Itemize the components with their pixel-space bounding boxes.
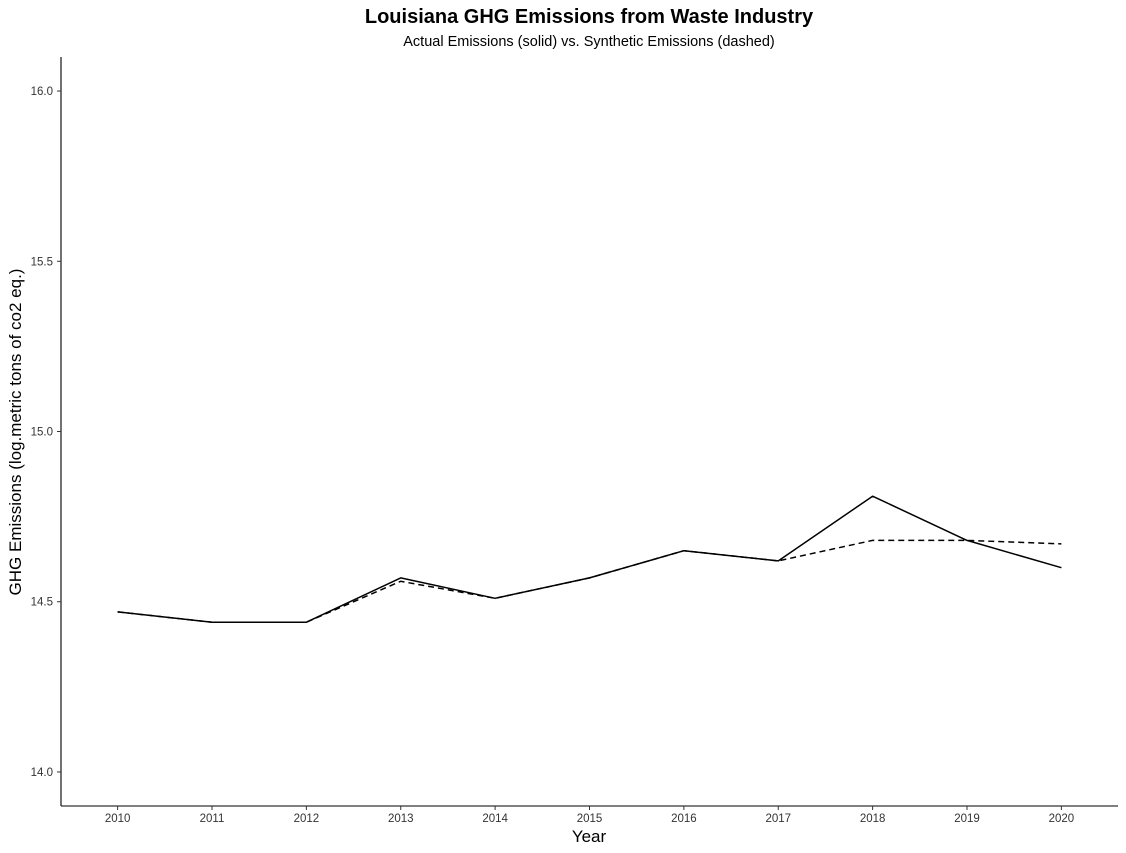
- y-tick-label: 15.0: [31, 427, 53, 439]
- plot-area: 14.014.515.015.516.0 2010 2011 2012 2013 201…: [31, 57, 1118, 825]
- y-tick-label: 14.5: [31, 597, 53, 609]
- x-axis-title: Year: [572, 827, 607, 846]
- x-tick-label: 2010: [105, 813, 131, 825]
- series-layer: [117, 495, 1062, 623]
- x-tick-label: 2012: [294, 813, 320, 825]
- y-axis-title: GHG Emissions (log.metric tons of co2 eq…: [6, 269, 25, 596]
- x-tick-label: 2013: [388, 813, 414, 825]
- actual-emissions-line: [117, 495, 1062, 623]
- y-tick-label: 16.0: [31, 86, 53, 98]
- y-axis-ticks: 14.0 14.5 15.0 15.5 16.0: [31, 86, 61, 779]
- x-tick-label: 2020: [1049, 813, 1075, 825]
- x-axis-ticks: 2010 2011 2012 2013 2014 2015 2016 2017 2018 2019…: [105, 806, 1074, 825]
- x-tick-label: 2016: [671, 813, 697, 825]
- synthetic-emissions-line: [117, 539, 1062, 623]
- x-tick-label: 2018: [860, 813, 886, 825]
- x-tick-label: 2019: [954, 813, 980, 825]
- chart-subtitle: Actual Emissions (solid) vs. Synthetic E…: [403, 34, 775, 50]
- x-tick-label: 2014: [482, 813, 508, 825]
- y-tick-label: 14.0: [31, 767, 53, 779]
- chart-title: Louisiana GHG Emissions from Waste Indus…: [365, 6, 814, 28]
- x-tick-label: 2017: [765, 813, 791, 825]
- y-tick-label: 15.5: [31, 256, 53, 268]
- x-tick-label: 2011: [200, 813, 225, 825]
- x-tick-label: 2015: [577, 813, 603, 825]
